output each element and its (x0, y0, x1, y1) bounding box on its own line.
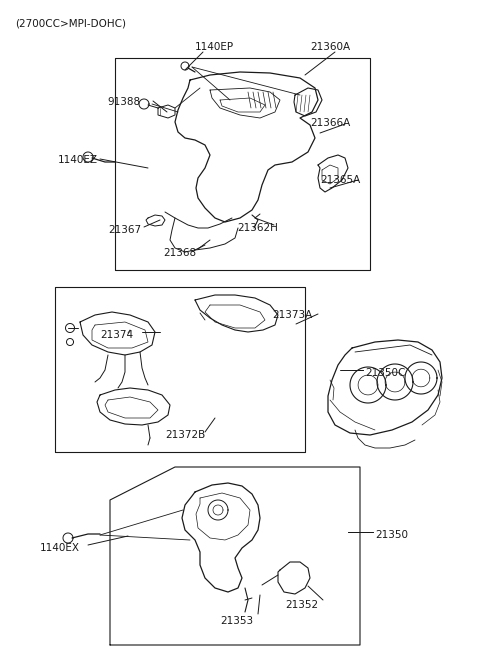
Text: 1140EX: 1140EX (40, 543, 80, 553)
Text: 21368: 21368 (163, 248, 196, 258)
Text: (2700CC>MPI-DOHC): (2700CC>MPI-DOHC) (15, 18, 126, 28)
Text: 21373A: 21373A (272, 310, 312, 320)
Text: 21352: 21352 (285, 600, 318, 610)
Text: 91388: 91388 (107, 97, 140, 107)
Text: 21367: 21367 (108, 225, 141, 235)
Text: 21374: 21374 (100, 330, 133, 340)
Text: 1140EP: 1140EP (195, 42, 234, 52)
Text: 21360A: 21360A (310, 42, 350, 52)
Text: 21372B: 21372B (165, 430, 205, 440)
Text: 21365A: 21365A (320, 175, 360, 185)
Text: 21353: 21353 (220, 616, 253, 626)
Text: 1140EZ: 1140EZ (58, 155, 98, 165)
Text: 21350: 21350 (375, 530, 408, 540)
Text: 21350C: 21350C (365, 368, 406, 378)
Text: 21362H: 21362H (237, 223, 278, 233)
Text: 21366A: 21366A (310, 118, 350, 128)
